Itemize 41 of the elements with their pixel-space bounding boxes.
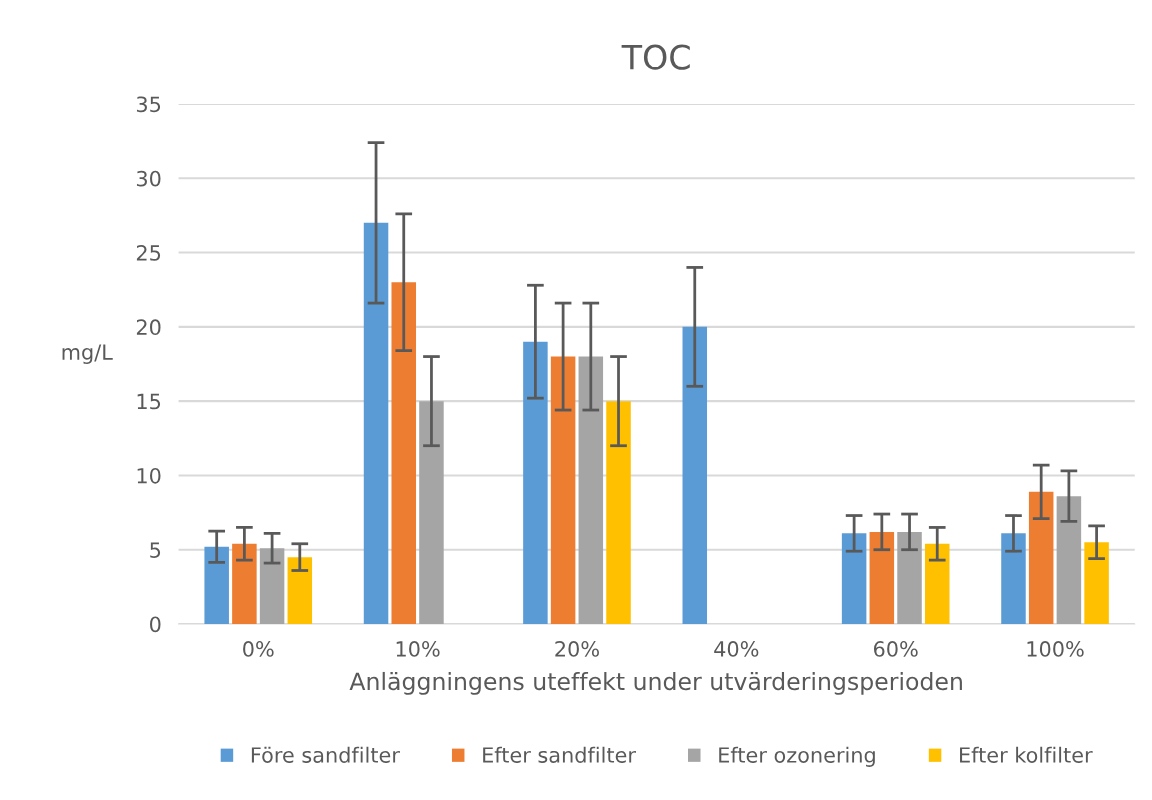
bar bbox=[897, 531, 922, 624]
bar bbox=[1056, 496, 1082, 624]
bar bbox=[523, 341, 548, 624]
bar bbox=[1084, 542, 1109, 624]
chart-title: TOC bbox=[621, 44, 690, 70]
bar bbox=[259, 548, 285, 624]
bar bbox=[363, 222, 389, 624]
legend-label: Efter ozonering bbox=[719, 746, 875, 767]
x-axis-title: Anläggningens uteffekt under utvärderingsperioden bbox=[349, 671, 962, 695]
bar bbox=[204, 546, 229, 624]
bar bbox=[1001, 533, 1026, 624]
x-tick-label: 60% bbox=[873, 641, 918, 657]
legend-label: Före sandfilter bbox=[251, 746, 400, 763]
bar bbox=[419, 401, 444, 624]
legend-label: Efter sandfilter bbox=[483, 746, 636, 763]
y-axis-title: mg/L bbox=[62, 344, 113, 364]
bar bbox=[606, 401, 631, 624]
y-tick-label: 10 bbox=[137, 467, 161, 484]
bar bbox=[869, 531, 895, 624]
bar bbox=[1028, 491, 1054, 624]
y-tick-label: 5 bbox=[150, 542, 161, 558]
y-tick-label: 15 bbox=[137, 393, 161, 410]
legend-label: Efter kolfilter bbox=[960, 746, 1093, 763]
y-tick-label: 25 bbox=[136, 245, 161, 261]
x-tick-label: 0% bbox=[243, 641, 274, 657]
y-tick-label: 30 bbox=[136, 170, 161, 187]
bar bbox=[232, 543, 257, 624]
y-tick-label: 20 bbox=[136, 319, 161, 336]
x-tick-label: 40% bbox=[714, 641, 759, 657]
bar bbox=[391, 282, 417, 624]
x-tick-label: 10% bbox=[396, 641, 440, 657]
bar bbox=[578, 356, 604, 624]
x-tick-label: 100% bbox=[1027, 641, 1084, 657]
bar bbox=[924, 543, 950, 624]
bar bbox=[550, 356, 576, 624]
x-tick-label: 20% bbox=[555, 641, 599, 657]
bar bbox=[682, 326, 708, 624]
bar bbox=[287, 557, 313, 624]
y-tick-label: 0 bbox=[150, 616, 161, 633]
y-tick-label: 35 bbox=[136, 96, 161, 113]
bar bbox=[841, 533, 867, 624]
